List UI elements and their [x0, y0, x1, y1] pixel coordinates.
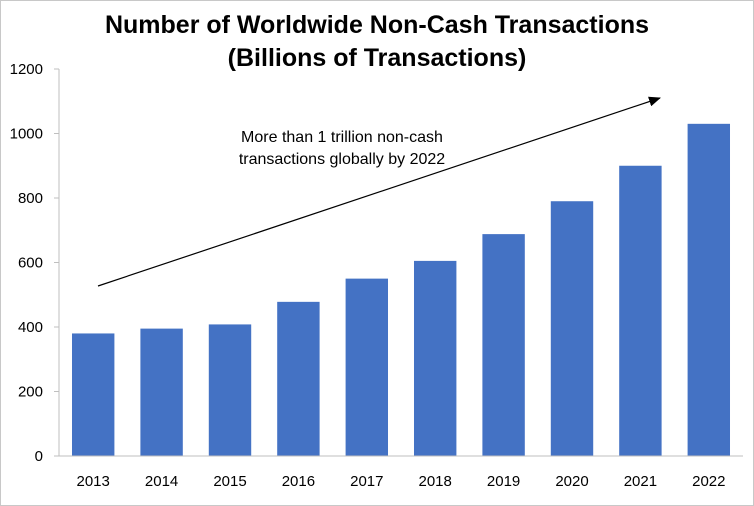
x-tick-label: 2013: [77, 473, 110, 490]
bar-2016: [277, 301, 320, 456]
y-tick-label: 800: [18, 190, 43, 207]
bar-2013: [71, 333, 115, 456]
y-tick-label: 200: [18, 384, 43, 401]
x-tick-label: 2019: [487, 473, 520, 490]
y-tick-label: 400: [18, 319, 43, 336]
annotation: More than 1 trillion non-cash transactio…: [197, 127, 487, 171]
chart-title: Number of Worldwide Non-Cash Transaction…: [1, 9, 753, 75]
bar-2017: [345, 278, 389, 456]
x-tick-label: 2021: [624, 473, 657, 490]
y-tick-label: 1200: [10, 61, 43, 78]
x-tick-label: 2020: [555, 473, 588, 490]
trend-arrow: [97, 96, 661, 287]
y-tick-label: 1000: [10, 126, 43, 143]
bar-2015: [208, 324, 252, 456]
x-tick-label: 2014: [145, 473, 178, 490]
x-tick-label: 2016: [282, 473, 315, 490]
x-tick-label: 2022: [692, 473, 725, 490]
bar-2014: [140, 328, 183, 456]
x-tick-label: 2015: [213, 473, 246, 490]
y-tick-label: 600: [18, 255, 43, 272]
x-tick-label: 2018: [419, 473, 452, 490]
bar-2019: [482, 234, 525, 456]
bar-2022: [687, 123, 731, 456]
chart-title-line-1: Number of Worldwide Non-Cash Transaction…: [104, 11, 650, 39]
annotation-line-2: transactions globally by 2022: [238, 151, 446, 168]
bar-2018: [413, 260, 457, 456]
bar-2020: [550, 201, 594, 456]
annotation-line-1: More than 1 trillion non-cash: [241, 129, 443, 146]
y-tick-label: 0: [35, 448, 43, 465]
chart-title-line-2: (Billions of Transactions): [227, 44, 527, 72]
x-tick-label: 2017: [350, 473, 383, 490]
bar-2021: [619, 165, 662, 456]
